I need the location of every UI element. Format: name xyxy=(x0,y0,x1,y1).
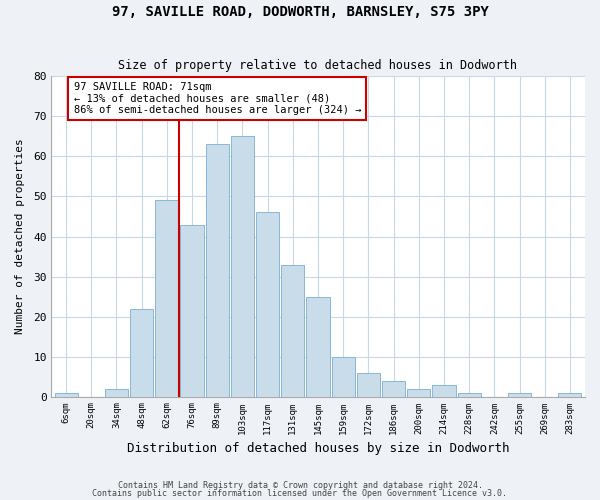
Bar xyxy=(382,381,405,397)
Text: Contains HM Land Registry data © Crown copyright and database right 2024.: Contains HM Land Registry data © Crown c… xyxy=(118,480,482,490)
Bar xyxy=(231,136,254,397)
Bar xyxy=(357,373,380,397)
Bar xyxy=(55,393,78,397)
Text: 97, SAVILLE ROAD, DODWORTH, BARNSLEY, S75 3PY: 97, SAVILLE ROAD, DODWORTH, BARNSLEY, S7… xyxy=(112,5,488,19)
Bar xyxy=(433,385,455,397)
Y-axis label: Number of detached properties: Number of detached properties xyxy=(15,138,25,334)
Bar xyxy=(206,144,229,397)
Title: Size of property relative to detached houses in Dodworth: Size of property relative to detached ho… xyxy=(119,59,517,72)
Bar xyxy=(281,264,304,397)
Bar xyxy=(407,389,430,397)
Bar xyxy=(130,309,153,397)
Bar xyxy=(256,212,279,397)
Bar xyxy=(558,393,581,397)
Bar xyxy=(508,393,531,397)
Text: 97 SAVILLE ROAD: 71sqm
← 13% of detached houses are smaller (48)
86% of semi-det: 97 SAVILLE ROAD: 71sqm ← 13% of detached… xyxy=(74,82,361,115)
Bar xyxy=(155,200,178,397)
X-axis label: Distribution of detached houses by size in Dodworth: Distribution of detached houses by size … xyxy=(127,442,509,455)
Bar xyxy=(458,393,481,397)
Bar xyxy=(105,389,128,397)
Bar xyxy=(332,357,355,397)
Bar xyxy=(307,297,329,397)
Bar xyxy=(181,224,203,397)
Text: Contains public sector information licensed under the Open Government Licence v3: Contains public sector information licen… xyxy=(92,489,508,498)
